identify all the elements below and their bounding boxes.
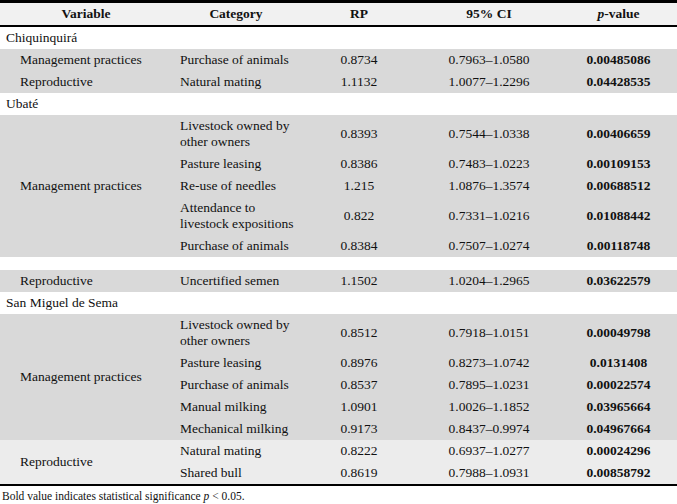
rp-cell: 0.8393 — [300, 115, 418, 153]
pvalue-cell: 0.03965664 — [560, 396, 677, 418]
variable-cell: Reproductive — [0, 270, 172, 292]
table-footnote: Bold value indicates statistical signifi… — [0, 486, 677, 503]
header-pvalue-rest: -value — [604, 6, 639, 21]
category-cell: Purchase of animals — [172, 235, 300, 257]
rp-cell: 0.8976 — [300, 352, 418, 374]
section-name: San Miguel de Sema — [0, 292, 677, 314]
ci-cell: 0.7544–1.0338 — [418, 115, 560, 153]
ci-cell: 0.7331–1.0216 — [418, 197, 560, 235]
table-row: Reproductive Natural mating 1.1132 1.007… — [0, 71, 677, 93]
pvalue-cell: 0.00022574 — [560, 374, 677, 396]
header-variable: Variable — [0, 2, 172, 27]
rp-cell: 1.0901 — [300, 396, 418, 418]
rp-cell: 0.8222 — [300, 440, 418, 462]
section-name: Chiquinquirá — [0, 26, 677, 49]
rp-cell: 0.9173 — [300, 418, 418, 440]
section-name: Ubaté — [0, 93, 677, 115]
pvalue-cell: 0.0131408 — [560, 352, 677, 374]
rp-cell: 0.8619 — [300, 462, 418, 485]
pvalue-cell: 0.00024296 — [560, 440, 677, 462]
pvalue-cell: 0.00688512 — [560, 175, 677, 197]
ci-cell: 0.6937–1.0277 — [418, 440, 560, 462]
variable-cell: Management practices — [0, 49, 172, 71]
footnote-text: Bold value indicates statistical signifi… — [2, 490, 204, 502]
pvalue-cell: 0.00406659 — [560, 115, 677, 153]
header-rp: RP — [300, 2, 418, 27]
table-row: Management practices Livestock owned by … — [0, 115, 677, 153]
ci-cell: 1.0204–1.2965 — [418, 270, 560, 292]
header-category: Category — [172, 2, 300, 27]
pvalue-cell: 0.01088442 — [560, 197, 677, 235]
ci-cell: 0.7483–1.0223 — [418, 153, 560, 175]
statistics-table: Variable Category RP 95% CI p-value Chiq… — [0, 0, 677, 486]
ci-cell: 1.0077–1.2296 — [418, 71, 560, 93]
section-row-ubate: Ubaté — [0, 93, 677, 115]
table-header: Variable Category RP 95% CI p-value — [0, 2, 677, 27]
pvalue-cell: 0.04967664 — [560, 418, 677, 440]
category-cell: Natural mating — [172, 440, 300, 462]
category-cell: Pasture leasing — [172, 352, 300, 374]
table-row: Reproductive Uncertified semen 1.1502 1.… — [0, 270, 677, 292]
table-row: Management practices Livestock owned by … — [0, 314, 677, 352]
category-cell: Uncertified semen — [172, 270, 300, 292]
footnote-threshold: < 0.05. — [209, 490, 244, 502]
section-row-san-miguel-de-sema: San Miguel de Sema — [0, 292, 677, 314]
rp-cell: 0.8734 — [300, 49, 418, 71]
ci-cell: 0.7918–1.0151 — [418, 314, 560, 352]
category-cell: Re-use of needles — [172, 175, 300, 197]
rp-cell: 1.1132 — [300, 71, 418, 93]
variable-cell: Reproductive — [0, 71, 172, 93]
rp-cell: 0.822 — [300, 197, 418, 235]
table-body: Chiquinquirá Management practices Purcha… — [0, 26, 677, 485]
pvalue-cell: 0.04428535 — [560, 71, 677, 93]
header-row: Variable Category RP 95% CI p-value — [0, 2, 677, 27]
category-cell: Pasture leasing — [172, 153, 300, 175]
ci-cell: 0.8273–1.0742 — [418, 352, 560, 374]
pvalue-cell: 0.00118748 — [560, 235, 677, 257]
ci-cell: 0.7988–1.0931 — [418, 462, 560, 485]
table-row: Management practices Purchase of animals… — [0, 49, 677, 71]
category-cell: Purchase of animals — [172, 49, 300, 71]
pvalue-cell: 0.00485086 — [560, 49, 677, 71]
pvalue-cell: 0.00049798 — [560, 314, 677, 352]
rp-cell: 0.8537 — [300, 374, 418, 396]
ci-cell: 0.7507–1.0274 — [418, 235, 560, 257]
category-cell: Natural mating — [172, 71, 300, 93]
ci-cell: 0.8437–0.9974 — [418, 418, 560, 440]
category-cell: Livestock owned by other owners — [172, 314, 300, 352]
pvalue-cell: 0.03622579 — [560, 270, 677, 292]
header-ci: 95% CI — [418, 2, 560, 27]
empty-spacer-row — [0, 257, 677, 270]
ci-cell: 0.7963–1.0580 — [418, 49, 560, 71]
rp-cell: 0.8386 — [300, 153, 418, 175]
ci-cell: 1.0026–1.1852 — [418, 396, 560, 418]
rp-cell: 1.1502 — [300, 270, 418, 292]
category-cell: Mechanical milking — [172, 418, 300, 440]
ci-cell: 1.0876–1.3574 — [418, 175, 560, 197]
pvalue-cell: 0.00109153 — [560, 153, 677, 175]
variable-cell: Reproductive — [0, 440, 172, 485]
rp-cell: 0.8384 — [300, 235, 418, 257]
rp-cell: 1.215 — [300, 175, 418, 197]
table-row: Reproductive Natural mating 0.8222 0.693… — [0, 440, 677, 462]
category-cell: Purchase of animals — [172, 374, 300, 396]
header-pvalue: p-value — [560, 2, 677, 27]
category-cell: Manual milking — [172, 396, 300, 418]
section-row-chiquinquira: Chiquinquirá — [0, 26, 677, 49]
variable-cell: Management practices — [0, 115, 172, 257]
category-cell: Shared bull — [172, 462, 300, 485]
ci-cell: 0.7895–1.0231 — [418, 374, 560, 396]
rp-cell: 0.8512 — [300, 314, 418, 352]
variable-cell: Management practices — [0, 314, 172, 440]
paper-table-page: Variable Category RP 95% CI p-value Chiq… — [0, 0, 677, 504]
pvalue-cell: 0.00858792 — [560, 462, 677, 485]
category-cell: Livestock owned by other owners — [172, 115, 300, 153]
category-cell: Attendance to livestock expositions — [172, 197, 300, 235]
